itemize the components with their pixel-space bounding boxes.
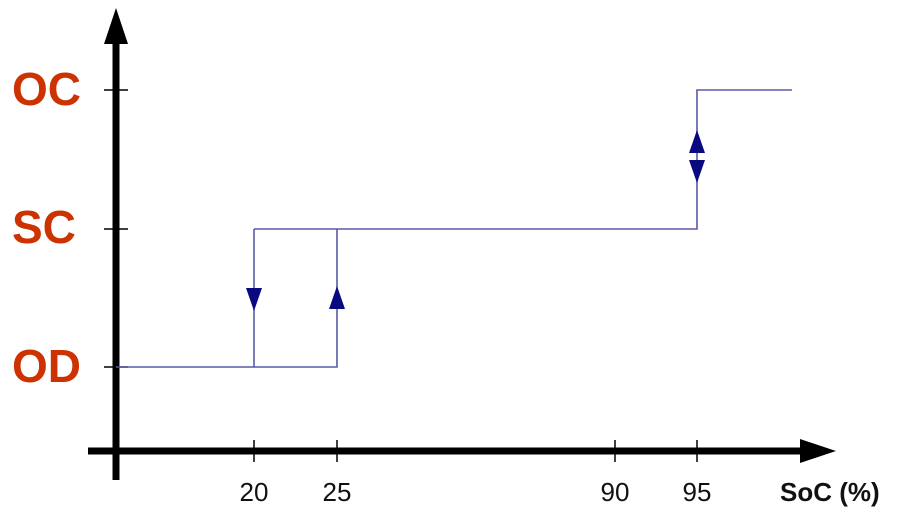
x-axis-arrowhead: [800, 439, 836, 463]
curve-lower-branch: [116, 229, 255, 368]
x-tick-label-25: 25: [323, 477, 352, 507]
curve-sc-plateau: [254, 89, 792, 230]
x-axis-title: SoC (%): [780, 477, 880, 507]
y-axis-arrowhead: [104, 8, 128, 44]
transition-arrow-up-95: [689, 130, 705, 153]
state-label-oc: OC: [12, 63, 81, 115]
transition-arrow-down-20: [246, 288, 262, 311]
transition-arrow-down-95: [689, 160, 705, 183]
x-tick-label-90: 90: [601, 477, 630, 507]
x-tick-label-95: 95: [683, 477, 712, 507]
state-label-sc: SC: [12, 201, 76, 253]
curve-upper-branch: [254, 229, 338, 368]
x-tick-label-20: 20: [240, 477, 269, 507]
state-label-od: OD: [12, 340, 81, 392]
transition-arrow-up-25: [329, 286, 345, 309]
